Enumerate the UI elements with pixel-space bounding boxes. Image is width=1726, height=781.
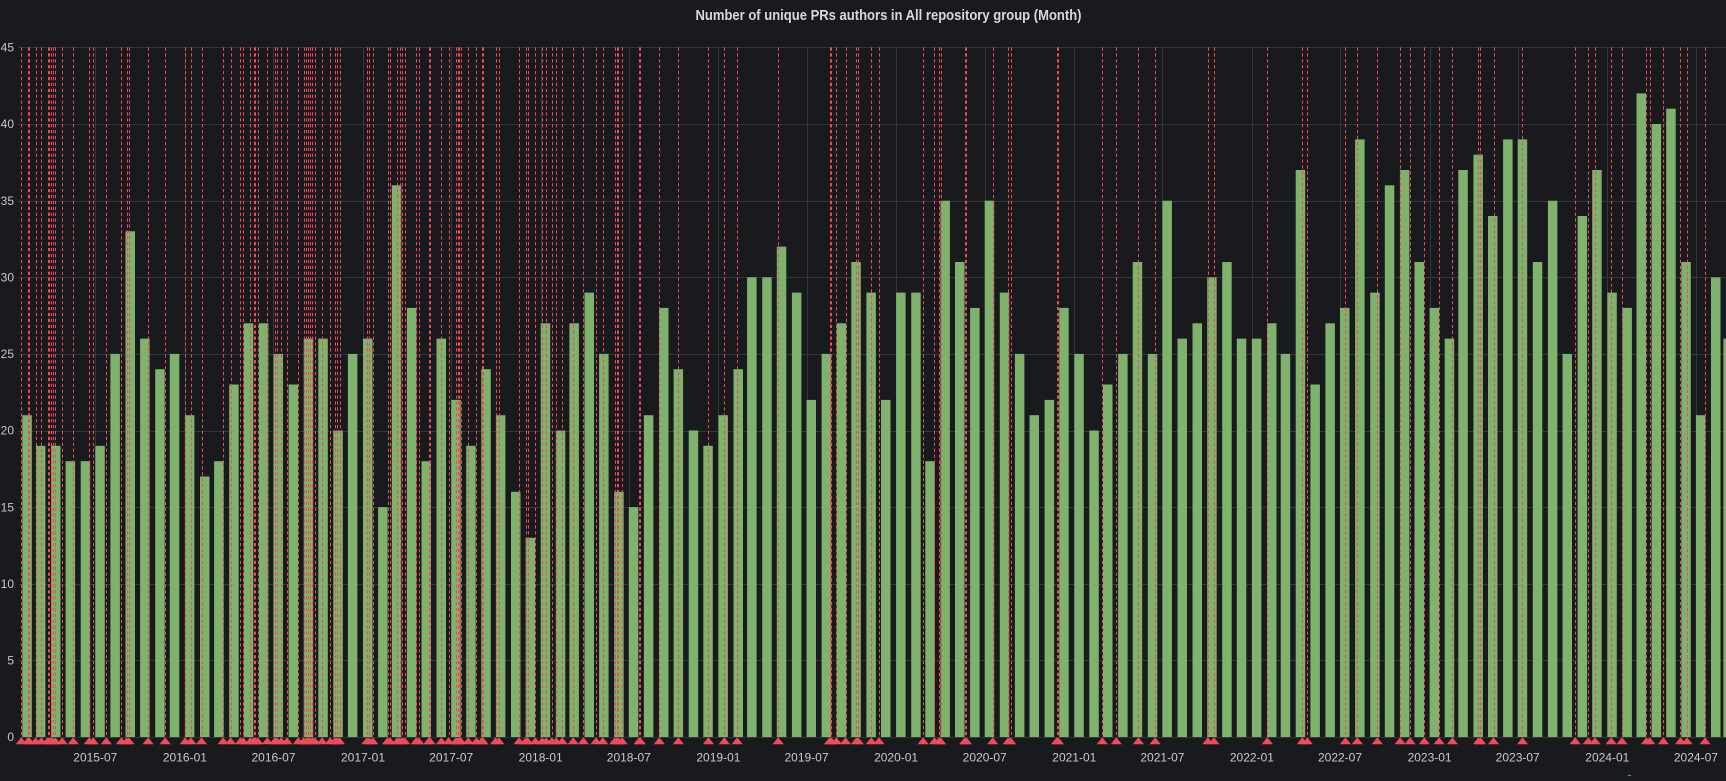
svg-text:2018-07: 2018-07 xyxy=(607,751,651,765)
svg-text:2024-01: 2024-01 xyxy=(1585,751,1629,765)
svg-text:35: 35 xyxy=(1,194,15,208)
svg-text:5: 5 xyxy=(7,654,14,668)
svg-text:10: 10 xyxy=(1,577,15,591)
svg-text:45: 45 xyxy=(1,41,15,55)
svg-text:2020-07: 2020-07 xyxy=(963,751,1007,765)
svg-text:2023-01: 2023-01 xyxy=(1408,751,1452,765)
svg-text:0: 0 xyxy=(7,730,14,744)
svg-text:2022-01: 2022-01 xyxy=(1230,751,1274,765)
svg-text:2023-07: 2023-07 xyxy=(1496,751,1540,765)
svg-text:2020-01: 2020-01 xyxy=(874,751,918,765)
svg-text:20: 20 xyxy=(1,424,15,438)
svg-text:2017-01: 2017-01 xyxy=(341,751,385,765)
svg-text:15: 15 xyxy=(1,500,15,514)
svg-text:2022-07: 2022-07 xyxy=(1318,751,1362,765)
svg-text:2019-07: 2019-07 xyxy=(784,751,828,765)
svg-text:2016-01: 2016-01 xyxy=(163,751,207,765)
svg-text:Number of unique PRs authors i: Number of unique PRs authors in All repo… xyxy=(696,7,1082,24)
svg-text:25: 25 xyxy=(1,347,15,361)
svg-text:2021-01: 2021-01 xyxy=(1052,751,1096,765)
svg-text:2024-07: 2024-07 xyxy=(1674,751,1718,765)
svg-text:2019-01: 2019-01 xyxy=(696,751,740,765)
svg-text:2021-07: 2021-07 xyxy=(1140,751,1184,765)
svg-text:2015-07: 2015-07 xyxy=(73,751,117,765)
svg-text:30: 30 xyxy=(1,271,15,285)
svg-text:2017-07: 2017-07 xyxy=(429,751,473,765)
svg-text:40: 40 xyxy=(1,117,15,131)
svg-text:2018-01: 2018-01 xyxy=(519,751,563,765)
svg-text:2016-07: 2016-07 xyxy=(251,751,295,765)
